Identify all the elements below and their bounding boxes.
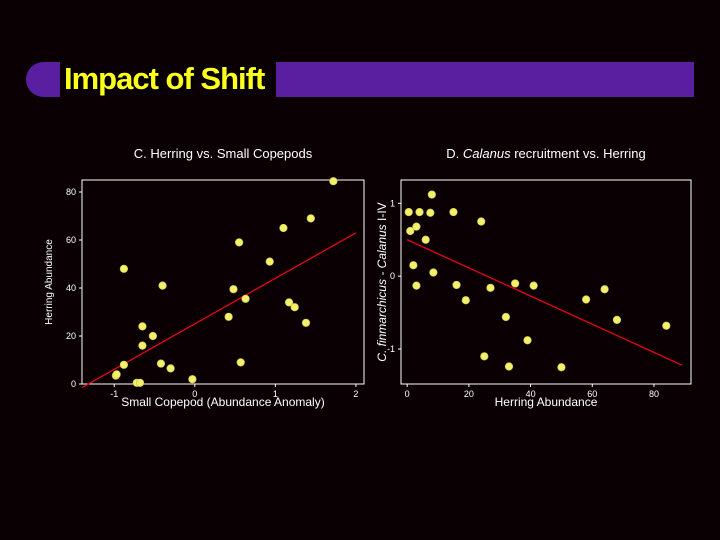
chart-c-data-point — [112, 370, 121, 379]
chart-c-xlabel: Small Copepod (Abundance Anomaly) — [121, 395, 324, 409]
chart-c-data-point — [188, 375, 197, 384]
chart-d-xtick-label: 60 — [587, 389, 597, 399]
chart-d-ylabel-italic: C. finmarchicus - Calanus — [375, 224, 389, 361]
chart-d-fit-line — [406, 239, 683, 366]
chart-d-data-point — [429, 268, 438, 277]
chart-c-data-point — [301, 318, 311, 327]
chart-c-data-point — [119, 360, 128, 369]
chart-d-data-point — [557, 363, 566, 372]
chart-c-xtick-label: 1 — [273, 389, 278, 399]
chart-d-xlabel: Herring Abundance — [495, 395, 598, 409]
chart-c-ylabel: Herring Abundance — [44, 239, 55, 325]
title-accent-pill — [26, 62, 66, 97]
chart-d-title-prefix: D. — [446, 146, 463, 161]
chart-c-ytick-label: 20 — [66, 331, 76, 341]
chart-c-data-point — [135, 378, 145, 387]
chart-d-data-point — [412, 281, 421, 290]
chart-d-data-point — [612, 315, 622, 324]
chart-c-ytick-label: 0 — [71, 379, 76, 389]
chart-c-data-point — [138, 341, 147, 350]
chart-c-data-point — [158, 281, 167, 290]
chart-c-data-point — [290, 303, 299, 312]
chart-d-data-point — [461, 296, 470, 305]
chart-c-data-point — [235, 238, 244, 247]
slide-title: Impact of Shift — [60, 60, 269, 98]
title-bar: Impact of Shift — [26, 60, 694, 98]
chart-d-data-point — [426, 208, 435, 217]
chart-c-data-point — [156, 359, 166, 368]
chart-c-data-point — [236, 358, 245, 367]
chart-d-data-point — [504, 362, 514, 371]
chart-c-title: C. Herring vs. Small Copepods — [134, 146, 313, 161]
chart-d-xtick-label: 0 — [405, 389, 410, 399]
chart-c-data-point — [265, 257, 274, 266]
chart-d-data-point — [452, 280, 461, 290]
chart-c-data-point — [306, 214, 315, 223]
chart-d-data-point — [523, 336, 532, 345]
chart-d-data-point — [404, 207, 413, 217]
chart-c-data-point — [229, 285, 238, 294]
chart-d-ytick-label: -1 — [387, 344, 395, 354]
chart-d-data-point — [582, 295, 591, 304]
chart-c-ytick-label: 40 — [66, 283, 76, 293]
chart-d-ylabel-suffix: I-IV — [375, 202, 389, 224]
chart-d-data-point — [406, 226, 415, 236]
chart-c-ytick-label: 60 — [66, 235, 76, 245]
chart-c-data-point — [279, 223, 288, 233]
chart-d-data-point — [421, 235, 430, 244]
chart-c-data-point — [119, 264, 128, 273]
chart-d-frame — [400, 179, 692, 385]
chart-d-data-point — [600, 285, 609, 294]
chart-c-data-point — [329, 177, 338, 186]
chart-d-xtick-label: 20 — [464, 389, 474, 399]
chart-c-ytick-label: 80 — [66, 187, 76, 197]
chart-d-data-point — [412, 222, 421, 231]
chart-d-title-suffix: recruitment vs. Herring — [511, 146, 646, 161]
chart-d-data-point — [529, 281, 538, 290]
chart-d-data-point — [449, 207, 458, 217]
chart-d-data-point — [501, 312, 510, 322]
chart-c-data-point — [138, 322, 147, 331]
chart-c-fit-line — [81, 232, 357, 389]
chart-c-data-point — [241, 294, 250, 303]
chart-d-ylabel: C. finmarchicus - Calanus I-IV — [375, 202, 389, 361]
chart-d: D. Calanus recruitment vs. Herring 0 20 40 6… — [375, 146, 692, 409]
chart-d-title: D. Calanus recruitment vs. Herring — [446, 146, 645, 161]
chart-d-xtick-label: 40 — [526, 389, 536, 399]
chart-c: C. Herring vs. Small Copepods-1 0 1 2020406… — [44, 146, 365, 409]
chart-d-ytick-label: 1 — [390, 198, 395, 208]
chart-d-title-italic: Calanus — [463, 146, 511, 161]
chart-d-data-point — [480, 352, 489, 361]
chart-c-xtick-label: 0 — [192, 389, 197, 399]
chart-c-data-point — [224, 312, 233, 321]
title-accent-strip — [276, 62, 694, 97]
chart-d-data-point — [662, 321, 671, 330]
chart-d-data-point — [511, 279, 520, 288]
chart-c-xtick-label: -1 — [110, 389, 118, 399]
chart-d-data-point — [409, 261, 418, 270]
chart-d-ytick-label: 0 — [390, 271, 395, 281]
chart-d-xtick-label: 80 — [649, 389, 659, 399]
chart-d-data-point — [415, 207, 424, 217]
chart-c-frame — [81, 179, 365, 385]
chart-c-data-point — [284, 298, 294, 307]
chart-c-xtick-label: 2 — [353, 389, 358, 399]
chart-c-data-point — [148, 331, 158, 341]
chart-d-data-point — [486, 283, 495, 292]
chart-c-data-point — [166, 364, 175, 373]
chart-d-data-point — [427, 190, 436, 199]
chart-d-data-point — [477, 217, 486, 226]
